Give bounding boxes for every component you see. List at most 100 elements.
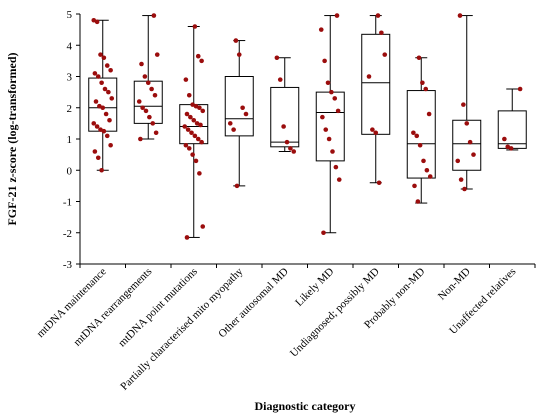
data-point xyxy=(99,167,104,173)
data-point xyxy=(183,77,189,82)
data-point xyxy=(200,108,206,114)
data-point xyxy=(108,142,113,148)
data-point xyxy=(508,146,514,151)
data-point xyxy=(332,96,338,101)
data-point xyxy=(323,127,329,132)
data-point xyxy=(424,167,430,173)
data-point xyxy=(102,86,108,92)
data-point xyxy=(411,130,416,136)
data-point xyxy=(373,130,379,136)
data-point xyxy=(502,136,507,142)
y-axis-ticks: -3 -2 -1 0 1 2 3 4 5 xyxy=(63,9,80,271)
data-point xyxy=(471,152,476,157)
data-point xyxy=(426,111,432,117)
data-point xyxy=(199,139,204,145)
data-point xyxy=(139,61,144,67)
x-axis-title: Diagnostic category xyxy=(255,399,356,413)
data-point xyxy=(461,102,466,107)
data-point xyxy=(197,171,202,176)
data-point xyxy=(140,105,145,111)
data-point xyxy=(277,77,283,82)
data-point xyxy=(455,158,461,164)
data-point xyxy=(109,96,115,101)
data-point xyxy=(291,149,297,154)
data-points xyxy=(91,13,523,240)
data-point xyxy=(376,180,382,186)
data-point xyxy=(198,122,203,128)
data-point xyxy=(154,52,160,57)
data-point xyxy=(101,55,107,61)
data-point xyxy=(103,111,109,117)
data-point xyxy=(184,111,190,117)
data-point xyxy=(321,230,326,236)
data-point xyxy=(415,199,421,204)
data-point xyxy=(458,177,464,182)
data-point xyxy=(199,58,204,64)
y-tick-label: 3 xyxy=(67,72,73,84)
data-point xyxy=(106,89,111,95)
data-point xyxy=(231,127,236,132)
data-point xyxy=(108,67,113,73)
data-point xyxy=(416,55,422,61)
data-point xyxy=(145,80,151,86)
data-point xyxy=(98,52,103,57)
data-point xyxy=(147,114,152,120)
box-plot-boxes xyxy=(88,15,527,238)
data-point xyxy=(281,124,286,129)
data-point xyxy=(243,111,249,117)
data-point xyxy=(192,24,198,29)
x-category-label: Undiagnosed; possibly MD xyxy=(288,266,382,360)
data-point xyxy=(183,142,189,148)
data-point xyxy=(93,99,99,104)
box-9 xyxy=(452,15,482,190)
data-point xyxy=(195,53,201,59)
box-3 xyxy=(179,26,209,238)
data-point xyxy=(99,80,104,86)
data-point xyxy=(464,121,470,126)
data-point xyxy=(104,63,110,68)
data-point xyxy=(91,121,97,126)
data-point xyxy=(142,74,148,79)
data-point xyxy=(417,142,423,148)
data-point xyxy=(462,186,467,192)
data-point xyxy=(284,139,290,145)
data-point xyxy=(188,114,193,120)
interquartile-box xyxy=(315,91,345,162)
data-point xyxy=(227,121,233,126)
data-point xyxy=(322,58,327,64)
x-category-label: mtDNA rearrangements xyxy=(71,266,154,349)
data-point xyxy=(104,133,110,139)
data-point xyxy=(318,27,324,32)
data-point xyxy=(92,71,98,76)
data-point xyxy=(107,117,112,123)
interquartile-box xyxy=(406,90,436,179)
data-point xyxy=(191,117,197,123)
data-point xyxy=(100,105,106,111)
data-point xyxy=(192,133,198,139)
data-point xyxy=(234,183,240,189)
data-point xyxy=(149,86,154,92)
x-category-label: Likely MD xyxy=(293,266,336,309)
data-point xyxy=(427,174,433,179)
data-point xyxy=(186,92,192,98)
data-point xyxy=(186,146,192,151)
box-5 xyxy=(270,57,300,152)
data-point xyxy=(288,146,293,151)
data-point xyxy=(152,92,158,98)
data-point xyxy=(182,124,188,129)
y-tick-label: 4 xyxy=(67,40,73,52)
data-point xyxy=(197,105,202,111)
data-point xyxy=(184,235,190,240)
box-1 xyxy=(88,19,118,171)
interquartile-box xyxy=(361,33,391,135)
y-axis-title: FGF-21 z-score (log-transformed) xyxy=(5,52,19,225)
box-8 xyxy=(406,57,436,204)
box-10 xyxy=(497,88,527,151)
y-tick-label: 1 xyxy=(67,134,73,146)
data-point xyxy=(370,127,375,132)
data-point xyxy=(200,224,206,229)
data-point xyxy=(94,19,100,25)
data-point xyxy=(195,136,201,142)
y-tick-label: -3 xyxy=(63,259,73,271)
